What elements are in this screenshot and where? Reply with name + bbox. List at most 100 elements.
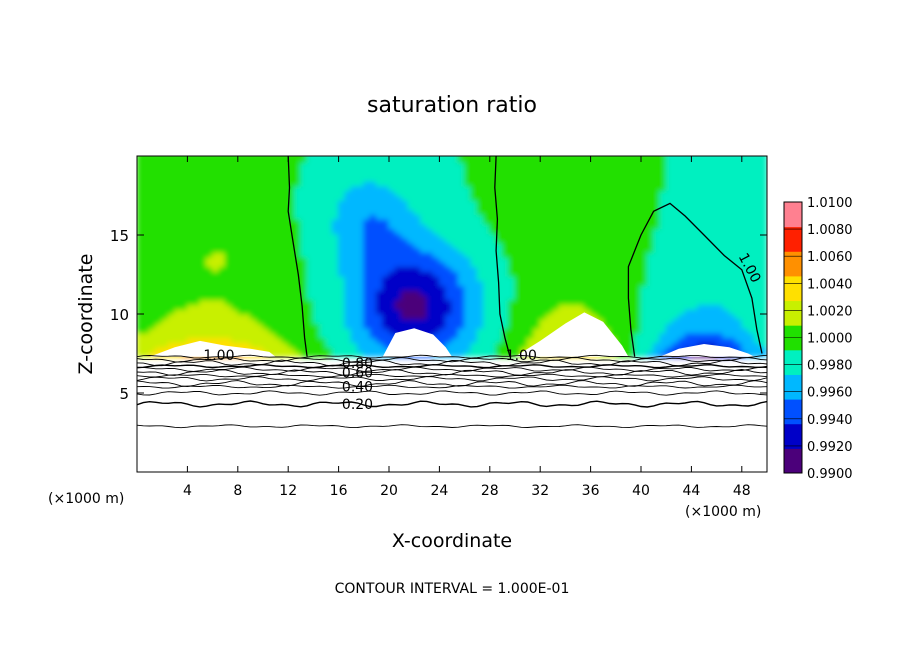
- field-cell: [627, 190, 636, 196]
- field-cell: [672, 289, 680, 296]
- field-cell: [268, 341, 277, 348]
- field-cell: [583, 195, 592, 201]
- field-cell: [426, 322, 434, 329]
- field-cell: [508, 190, 516, 196]
- field-cell: [495, 223, 503, 230]
- field-cell: [703, 318, 711, 324]
- field-cell: [596, 209, 604, 215]
- field-cell: [659, 351, 667, 358]
- field-cell: [199, 195, 207, 201]
- field-cell: [388, 285, 396, 291]
- field-cell: [401, 280, 409, 287]
- field-cell: [268, 337, 277, 343]
- field-cell: [703, 308, 711, 315]
- field-cell: [646, 223, 655, 230]
- field-cell: [375, 280, 384, 287]
- field-cell: [237, 247, 245, 253]
- field-cell: [546, 156, 554, 159]
- field-cell: [369, 180, 377, 187]
- field-cell: [142, 161, 151, 168]
- field-cell: [470, 285, 478, 291]
- field-cell: [375, 337, 384, 343]
- field-cell: [590, 285, 598, 291]
- field-cell: [508, 308, 516, 315]
- field-cell: [646, 270, 655, 277]
- field-cell: [180, 218, 188, 225]
- field-cell: [615, 280, 623, 287]
- field-cell: [394, 318, 403, 324]
- field-cell: [690, 308, 699, 315]
- field-cell: [224, 209, 232, 215]
- field-cell: [470, 313, 478, 320]
- field-cell: [420, 304, 428, 310]
- field-cell: [690, 157, 699, 163]
- field-cell: [659, 228, 667, 234]
- field-cell: [646, 318, 655, 324]
- field-cell: [653, 318, 661, 324]
- field-cell: [741, 247, 749, 253]
- field-cell: [249, 275, 258, 282]
- field-cell: [672, 322, 680, 329]
- field-cell: [438, 190, 447, 196]
- field-cell: [533, 304, 541, 310]
- field-cell: [218, 266, 226, 272]
- colorbar-label: 1.0080: [807, 223, 853, 238]
- field-cell: [596, 237, 604, 244]
- field-cell: [546, 166, 554, 173]
- field-cell: [375, 261, 384, 268]
- field-cell: [451, 180, 459, 187]
- field-cell: [306, 157, 314, 163]
- field-cell: [527, 294, 535, 301]
- field-cell: [464, 218, 472, 225]
- field-cell: [407, 232, 415, 239]
- field-cell: [697, 176, 705, 182]
- field-cell: [508, 204, 516, 211]
- field-cell: [489, 223, 497, 230]
- field-cell: [149, 180, 157, 187]
- field-cell: [212, 266, 220, 272]
- field-cell: [168, 161, 176, 168]
- field-cell: [735, 346, 743, 353]
- field-cell: [489, 304, 497, 310]
- field-cell: [552, 190, 560, 196]
- field-cell: [678, 176, 686, 182]
- field-cell: [508, 266, 516, 272]
- field-cell: [306, 195, 314, 201]
- field-cell: [571, 218, 579, 225]
- field-cell: [741, 190, 749, 196]
- field-cell: [596, 185, 604, 192]
- field-cell: [483, 308, 491, 315]
- field-cell: [735, 270, 743, 277]
- field-cell: [697, 299, 705, 306]
- field-cell: [495, 156, 503, 159]
- field-cell: [357, 190, 365, 196]
- field-cell: [533, 270, 541, 277]
- field-cell: [457, 341, 466, 348]
- field-cell: [564, 256, 573, 263]
- field-cell: [199, 266, 207, 272]
- field-cell: [735, 161, 743, 168]
- field-cell: [470, 280, 478, 287]
- field-cell: [470, 266, 478, 272]
- field-cell: [621, 228, 629, 234]
- field-cell: [520, 199, 529, 206]
- field-cell: [388, 190, 396, 196]
- field-cell: [382, 266, 390, 272]
- field-cell: [420, 256, 428, 263]
- field-cell: [155, 275, 163, 282]
- field-cell: [621, 346, 629, 353]
- field-cell: [514, 322, 522, 329]
- field-cell: [464, 337, 472, 343]
- field-cell: [716, 204, 724, 211]
- field-cell: [432, 251, 440, 258]
- field-cell: [413, 223, 421, 230]
- field-cell: [218, 180, 226, 187]
- field-cell: [451, 251, 459, 258]
- field-cell: [142, 166, 151, 173]
- field-cell: [684, 180, 692, 187]
- field-cell: [558, 313, 566, 320]
- field-cell: [709, 318, 718, 324]
- field-cell: [520, 304, 529, 310]
- field-cell: [470, 332, 478, 339]
- field-cell: [464, 171, 472, 178]
